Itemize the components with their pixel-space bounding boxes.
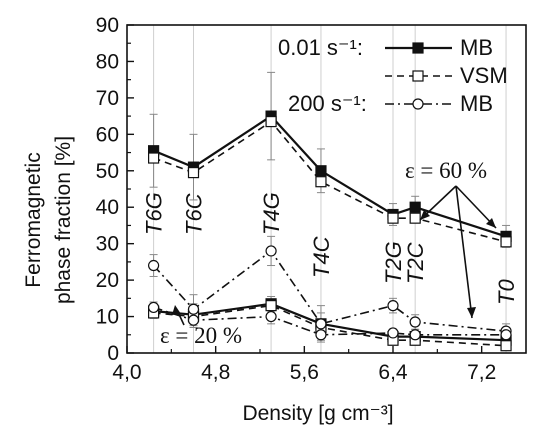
y-tick-label: 50 — [96, 160, 119, 183]
point-g1-s2-5 — [409, 316, 421, 328]
x-tick-label: 5,6 — [290, 361, 319, 384]
legend-label-vsm: VSM — [460, 63, 508, 88]
point-g1-s3-4 — [387, 327, 399, 339]
point-g0-s0-3 — [315, 165, 327, 177]
legend-marker-square-filled — [412, 42, 424, 54]
legend: 0.01 s⁻¹: 200 s⁻¹: MB VSM MB — [278, 35, 508, 116]
y-tick-label: 60 — [96, 123, 119, 146]
point-g1-s2-0 — [148, 259, 160, 272]
legend-label-mb: MB — [460, 35, 493, 60]
point-g1-s3-2 — [265, 310, 277, 323]
point-g1-s3-6 — [500, 329, 512, 341]
legend-marker-circle-open — [412, 98, 424, 110]
sample-label-t6g: T6G — [142, 192, 167, 235]
point-g0-s1-1 — [187, 167, 200, 179]
sample-label-t6c: T6C — [182, 193, 207, 235]
point-g0-s1-5 — [409, 212, 421, 224]
point-g1-s2-2 — [265, 245, 277, 257]
point-g1-s1-2 — [265, 300, 277, 312]
point-g1-s3-0 — [148, 301, 160, 314]
sample-label-t2c: T2C — [403, 242, 428, 284]
x-axis-title: Density [g cm⁻³] — [242, 402, 393, 425]
point-g1-s2-4 — [387, 300, 399, 312]
x-tick-label: 6,4 — [378, 361, 408, 384]
y-tick-label: 80 — [96, 50, 119, 73]
y-tick-label: 0 — [107, 342, 119, 365]
point-g0-s1-0 — [148, 152, 160, 164]
legend-rate-low: 0.01 s⁻¹: — [278, 35, 363, 60]
point-g0-s1-4 — [387, 212, 399, 224]
annotation-arrow-20 — [172, 305, 185, 326]
annotation-arrows-60 — [419, 185, 497, 319]
y-tick-label: 30 — [96, 233, 119, 256]
point-g0-s0-5 — [409, 201, 421, 213]
sample-label-t0: T0 — [494, 279, 519, 305]
point-g1-s2-1 — [187, 303, 200, 315]
legend-rate-high: 200 s⁻¹: — [288, 91, 367, 116]
y-tick-label: 70 — [96, 87, 119, 110]
y-axis-title-line1: Ferromagnetic — [22, 152, 45, 287]
x-tick-label: 4,8 — [201, 361, 230, 384]
axes-layer: 0 10 20 30 40 50 60 70 80 90 4,0 4,8 5,6 6,4 7,2 — [96, 14, 527, 384]
point-g0-s1-2 — [265, 115, 277, 128]
sample-label-t4g: T4G — [259, 192, 284, 235]
x-tick-label: 7,2 — [467, 361, 496, 384]
point-g1-s3-1 — [187, 314, 200, 326]
point-g1-s3-5 — [409, 329, 421, 341]
series-layer — [148, 110, 512, 352]
point-g1-s3-3 — [315, 329, 327, 341]
legend-marker-square-open — [412, 70, 424, 82]
x-tick-label: 4,0 — [112, 361, 141, 384]
y-tick-label: 20 — [96, 269, 119, 292]
point-g1-s2-3 — [315, 318, 327, 330]
y-tick-label: 90 — [96, 14, 119, 37]
point-g0-s1-6 — [500, 236, 512, 248]
point-g0-s1-3 — [315, 176, 327, 188]
annotation-strain-20: ε = 20 % — [160, 323, 242, 348]
y-axis-title-line2: phase fraction [%] — [52, 136, 75, 304]
y-tick-label: 10 — [96, 306, 119, 329]
y-tick-label: 40 — [96, 196, 119, 219]
point-g1-s1-6 — [500, 340, 512, 352]
sample-label-t4c: T4C — [309, 236, 334, 278]
annotation-strain-60: ε = 60 % — [405, 158, 487, 183]
sample-label-t2g: T2G — [381, 241, 406, 284]
legend-label-mb-high: MB — [460, 91, 493, 116]
